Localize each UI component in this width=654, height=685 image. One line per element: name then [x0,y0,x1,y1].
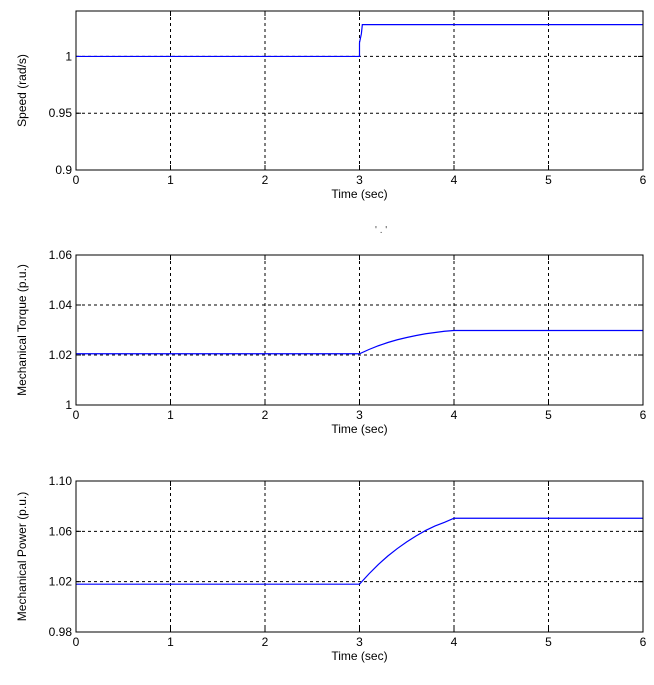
x-tick-label: 2 [262,173,269,187]
x-tick-label: 1 [167,408,174,422]
y-axis-label: Speed (rad/s) [15,54,29,127]
x-tick-label: 3 [356,635,363,649]
y-axis-label: Mechanical Power (p.u.) [15,492,29,621]
y-tick-label: 1 [65,49,72,63]
x-tick-label: 1 [167,173,174,187]
x-tick-label: 6 [640,635,647,649]
y-tick-label: 1.10 [49,474,73,488]
x-axis-label: Time (sec) [331,649,387,663]
x-tick-label: 6 [640,173,647,187]
x-tick-label: 2 [262,408,269,422]
x-tick-label: 0 [73,635,80,649]
axes-box [75,254,644,406]
speed-plot: 0 1 2 3 4 5 6 0.9 0.95 1 Time (sec) Speed (rad/s) [15,10,647,201]
y-tick-label: 1.06 [49,524,73,538]
x-tick-label: 6 [640,408,647,422]
x-tick-label: 4 [451,408,458,422]
mechanical-power-plot: 0 1 2 3 4 5 6 0.98 1.02 1.06 1.10 Time (sec) Mechani… [15,474,647,663]
x-tick-label: 5 [545,173,552,187]
x-tick-label: 5 [545,635,552,649]
axes-box [75,10,644,171]
y-tick-label: 1.02 [49,348,73,362]
y-tick-label: 0.9 [55,163,72,177]
stray-mark-text: ' . ' [375,225,387,236]
axes-box [75,480,644,633]
x-tick-label: 0 [73,173,80,187]
y-tick-label: 1 [65,398,72,412]
x-tick-label: 4 [451,173,458,187]
series-line [76,517,643,585]
y-tick-label: 1.04 [49,298,73,312]
x-tick-label: 4 [451,635,458,649]
x-tick-label: 0 [73,408,80,422]
y-tick-label: 0.95 [49,106,73,120]
x-tick-label: 5 [545,408,552,422]
x-axis-label: Time (sec) [331,422,387,436]
series-line [76,329,643,355]
y-tick-label: 0.98 [49,625,73,639]
y-tick-label: 1.06 [49,248,73,262]
x-tick-label: 2 [262,635,269,649]
x-axis-label: Time (sec) [331,187,387,201]
y-axis-label: Mechanical Torque (p.u.) [15,264,29,396]
x-tick-label: 3 [356,408,363,422]
x-tick-label: 1 [167,635,174,649]
y-tick-label: 1.02 [49,575,73,589]
x-tick-label: 3 [356,173,363,187]
series-line [76,24,643,58]
